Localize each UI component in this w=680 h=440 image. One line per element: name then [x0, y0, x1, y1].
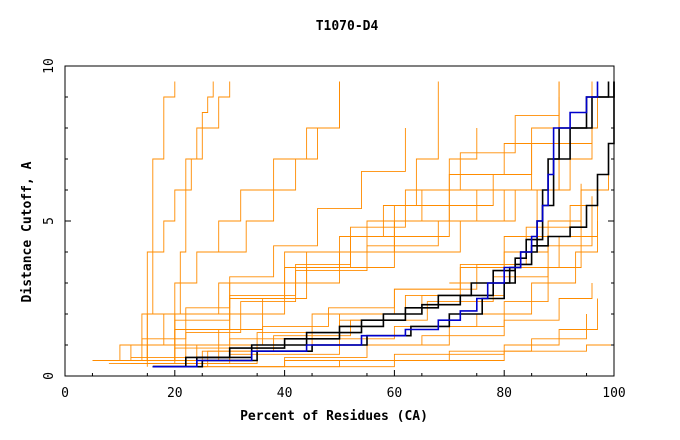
chart-title: T1070-D4 — [316, 19, 379, 34]
background-series-line — [119, 81, 340, 346]
x-axis-label: Percent of Residues (CA) — [240, 409, 428, 424]
x-tick-label: 100 — [602, 386, 625, 401]
background-series-line — [339, 81, 560, 268]
background-series-line — [146, 81, 593, 367]
background-series-line — [229, 314, 587, 368]
background-series-line — [97, 159, 571, 361]
background-series-line — [108, 128, 406, 361]
y-axis-label: Distance Cutoff, A — [20, 161, 35, 302]
plot-area — [92, 81, 615, 368]
background-series-line — [146, 81, 231, 361]
y-axis: 0 5 10 — [42, 58, 614, 380]
background-series-line — [119, 112, 560, 361]
background-series-line — [108, 205, 598, 365]
x-tick-label: 0 — [61, 386, 69, 401]
x-tick-label: 60 — [387, 386, 403, 401]
background-series-line — [394, 97, 593, 253]
background-series-line — [174, 81, 214, 361]
background-series-line — [218, 81, 340, 253]
background-series-line — [130, 81, 560, 358]
x-tick-label: 20 — [167, 386, 183, 401]
x-tick-label: 40 — [277, 386, 293, 401]
black-series-line — [152, 81, 610, 368]
blue-series-line — [152, 81, 599, 368]
y-tick-label: 10 — [42, 58, 57, 74]
x-axis: 0 20 40 60 80 100 — [61, 370, 626, 401]
background-series-line — [146, 81, 176, 361]
background-series-line — [147, 174, 598, 361]
y-tick-label: 0 — [42, 372, 57, 380]
y-tick-label: 5 — [42, 217, 57, 225]
x-tick-label: 80 — [496, 386, 512, 401]
